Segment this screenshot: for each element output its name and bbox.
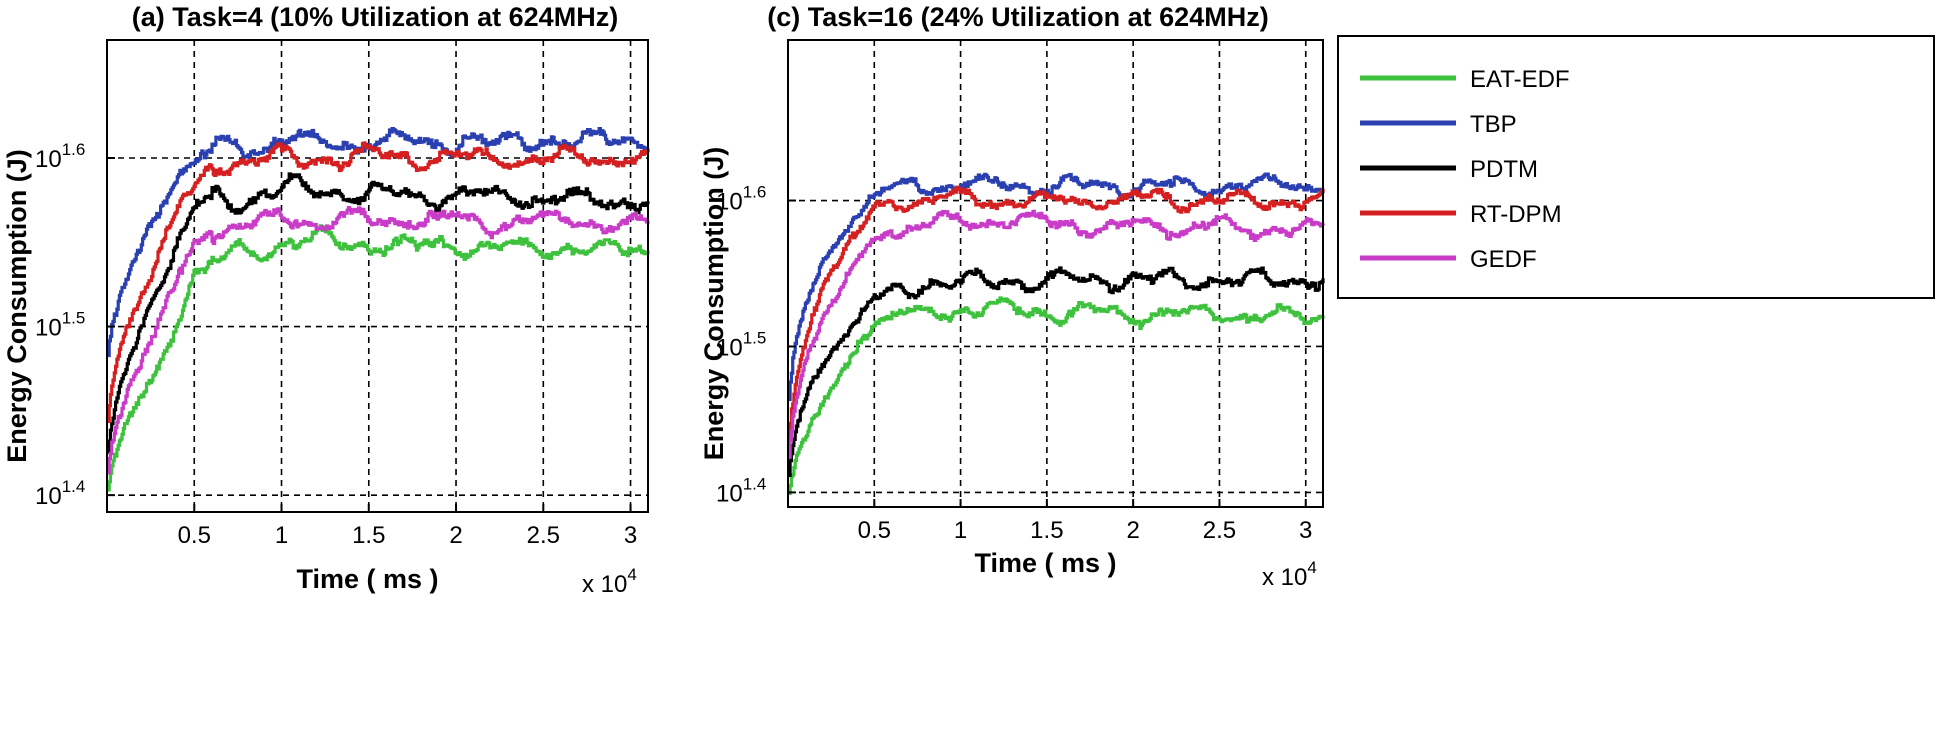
legend-label-gedf: GEDF — [1470, 246, 1537, 273]
x-tick-label: 2 — [449, 522, 462, 549]
plot-frame — [106, 39, 649, 513]
x-tick-label: 1 — [275, 522, 288, 549]
legend-label-eat-edf: EAT-EDF — [1470, 66, 1570, 93]
x-axis-multiplier: x 104 — [582, 565, 637, 598]
y-tick-label: 101.6 — [35, 140, 85, 173]
panel-c-chart: (c) Task=16 (24% Utilization at 624MHz) 0… — [699, 2, 1325, 591]
legend-label-rt-dpm: RT-DPM — [1470, 201, 1562, 228]
x-tick-label: 1.5 — [1030, 517, 1063, 544]
panel-a-chart: (a) Task=4 (10% Utilization at 624MHz) 0.… — [2, 2, 650, 598]
plot-frame — [787, 39, 1324, 508]
x-axis-label: Time ( ms ) — [296, 564, 438, 594]
x-tick-label: 2 — [1126, 517, 1139, 544]
chart-title: (a) Task=4 (10% Utilization at 624MHz) — [132, 2, 618, 32]
series-line-pdtm — [788, 266, 1325, 477]
x-tick-label: 1 — [954, 517, 967, 544]
legend-label-tbp: TBP — [1470, 111, 1517, 138]
y-tick-label: 101.5 — [35, 309, 85, 342]
y-axis-label: Energy Consumption (J) — [699, 147, 729, 461]
series-line-eat-edf — [788, 296, 1325, 496]
x-tick-label: 2.5 — [527, 522, 560, 549]
y-tick-label: 101.4 — [35, 477, 85, 510]
x-tick-label: 3 — [1299, 517, 1312, 544]
series-line-gedf — [788, 209, 1325, 459]
y-axis-label: Energy Consumption (J) — [2, 149, 32, 463]
series-line-rt-dpm — [107, 141, 650, 424]
chart-title: (c) Task=16 (24% Utilization at 624MHz) — [767, 2, 1268, 32]
series-line-gedf — [107, 206, 650, 475]
x-tick-label: 0.5 — [858, 517, 891, 544]
y-tick-label: 101.4 — [716, 474, 766, 507]
series-line-tbp — [107, 127, 650, 358]
plot-area — [107, 40, 648, 512]
y-tick-label: 101.6 — [716, 183, 766, 216]
series-line-rt-dpm — [788, 185, 1325, 440]
series-line-eat-edf — [107, 224, 650, 492]
series-line-pdtm — [107, 172, 650, 454]
x-axis-multiplier: x 104 — [1262, 558, 1317, 591]
series-line-tbp — [788, 172, 1325, 402]
legend: EAT-EDF TBP PDTM RT-DPM GEDF — [1337, 35, 1935, 299]
x-tick-label: 2.5 — [1203, 517, 1236, 544]
x-axis-label: Time ( ms ) — [974, 548, 1116, 578]
legend-label-pdtm: PDTM — [1470, 156, 1538, 183]
x-tick-label: 1.5 — [352, 522, 385, 549]
y-tick-label: 101.5 — [716, 328, 766, 361]
x-tick-label: 0.5 — [178, 522, 211, 549]
x-tick-label: 3 — [624, 522, 637, 549]
